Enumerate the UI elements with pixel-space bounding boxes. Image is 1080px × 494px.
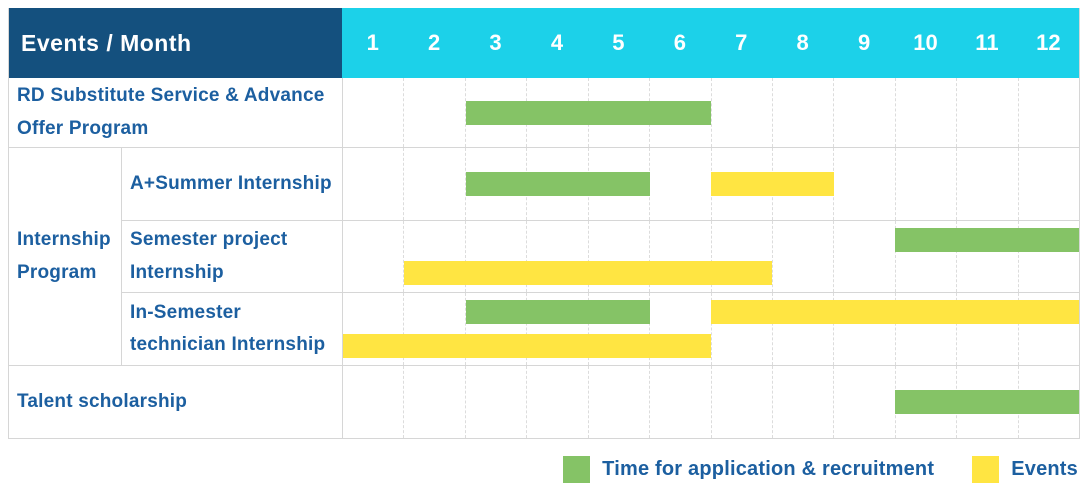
month-gridline-column (896, 293, 958, 365)
chart-row-semester-project (342, 221, 1079, 293)
legend-label-application: Time for application & recruitment (602, 458, 935, 480)
month-gridline-column (343, 78, 405, 147)
chart-row-rd-substitute (342, 78, 1079, 148)
table-header-row: Events / Month 1 2 3 4 5 6 7 8 9 10 11 12 (9, 8, 1079, 78)
month-gridline-column (589, 366, 651, 438)
month-gridline-column (404, 148, 466, 220)
month-gridline-column (957, 221, 1019, 292)
month-gridline-column (773, 221, 835, 292)
chart-row-in-semester-technician (342, 293, 1079, 366)
month-gridline-column (712, 78, 773, 147)
month-gridline-column (957, 78, 1019, 147)
events-bar (711, 172, 834, 196)
row-label-semester-project: Semester project Internship (121, 221, 342, 293)
month-gridlines (343, 221, 1079, 292)
month-header-label-6: 6 (673, 30, 686, 55)
month-gridline-column (712, 221, 773, 292)
month-gridline-column (527, 293, 589, 365)
month-gridline-column (834, 366, 896, 438)
month-gridline-column (650, 78, 712, 147)
month-gridline-column (957, 293, 1019, 365)
month-gridline-column (773, 293, 835, 365)
month-gridline-column (773, 148, 835, 220)
month-gridline-column (773, 366, 835, 438)
month-gridline-column (650, 366, 712, 438)
month-gridline-column (650, 148, 712, 220)
application-recruitment-bar (895, 390, 1079, 414)
month-gridline-column (404, 221, 466, 292)
month-gridline-column (527, 366, 589, 438)
month-gridline-column (712, 366, 773, 438)
legend-label-events: Events (1011, 458, 1078, 480)
month-gridline-column (466, 293, 528, 365)
month-gridline-column (343, 366, 405, 438)
month-gridline-column (896, 78, 958, 147)
month-gridline-column (343, 148, 405, 220)
month-gridline-column (712, 293, 773, 365)
corner-header-title: Events / Month (21, 29, 192, 56)
month-gridline-column (896, 148, 958, 220)
legend-item-events: Events (972, 456, 1078, 483)
month-gridline-column (343, 293, 405, 365)
application-recruitment-bar (465, 100, 711, 125)
month-header-label-7: 7 (735, 30, 748, 55)
month-gridline-column (404, 78, 466, 147)
month-gridline-column (1019, 148, 1079, 220)
month-header-label-11: 11 (975, 30, 999, 55)
month-gridline-column (466, 366, 528, 438)
month-gridline-column (1019, 78, 1079, 147)
row-label-talent-scholarship: Talent scholarship (9, 366, 342, 439)
month-gridline-column (527, 221, 589, 292)
month-gridline-column (404, 293, 466, 365)
month-gridline-column (957, 148, 1019, 220)
month-gridline-column (404, 366, 466, 438)
month-gridline-column (896, 221, 958, 292)
row-label-in-semester-technician: In-Semester technician Internship (121, 293, 342, 366)
corner-header-cell: Events / Month (9, 8, 342, 78)
month-header-label-8: 8 (796, 30, 809, 55)
application-recruitment-bar (895, 228, 1079, 253)
month-header-label-10: 10 (913, 30, 938, 55)
month-gridlines (343, 293, 1079, 365)
application-swatch-icon (563, 456, 591, 483)
month-gridline-column (589, 293, 651, 365)
month-gridline-column (834, 221, 896, 292)
application-recruitment-bar (465, 172, 650, 196)
group-label-internship-program: Internship Program (9, 148, 121, 366)
month-gridline-column (834, 293, 896, 365)
month-gridlines (343, 78, 1079, 147)
legend-item-application: Time for application & recruitment (563, 456, 934, 483)
chart-legend: Time for application & recruitment Events (539, 456, 1080, 483)
chart-row-a-plus-summer (342, 148, 1079, 221)
month-gridline-column (834, 148, 896, 220)
chart-row-talent-scholarship (342, 366, 1079, 439)
month-gridline-column (589, 221, 651, 292)
table-body: RD Substitute Service & Advance Offer Pr… (9, 78, 1079, 439)
row-label-a-plus-summer: A+Summer Internship (121, 148, 342, 221)
events-month-table: Events / Month 1 2 3 4 5 6 7 8 9 10 11 12 RD Substi… (8, 8, 1080, 439)
month-header-strip: 1 2 3 4 5 6 7 8 9 10 11 12 (342, 8, 1079, 78)
month-gridline-column (343, 221, 405, 292)
month-header-label-9: 9 (857, 30, 871, 55)
month-gridline-column (650, 221, 712, 292)
application-recruitment-bar (465, 300, 650, 325)
month-header-label-5: 5 (612, 30, 625, 55)
month-gridline-column (650, 293, 712, 365)
month-gridline-column (834, 78, 896, 147)
events-bar (711, 300, 1079, 325)
month-header-label-3: 3 (489, 30, 502, 55)
events-bar (404, 260, 773, 285)
month-header-label-4: 4 (550, 30, 564, 55)
month-gridline-column (773, 78, 835, 147)
events-swatch-icon (972, 456, 1000, 483)
month-gridline-column (466, 221, 528, 292)
events-bar (343, 333, 711, 358)
month-header-label-1: 1 (366, 30, 379, 55)
month-header-label-12: 12 (1036, 30, 1061, 55)
month-header-label-2: 2 (428, 30, 441, 55)
row-label-rd-substitute: RD Substitute Service & Advance Offer Pr… (9, 78, 342, 148)
